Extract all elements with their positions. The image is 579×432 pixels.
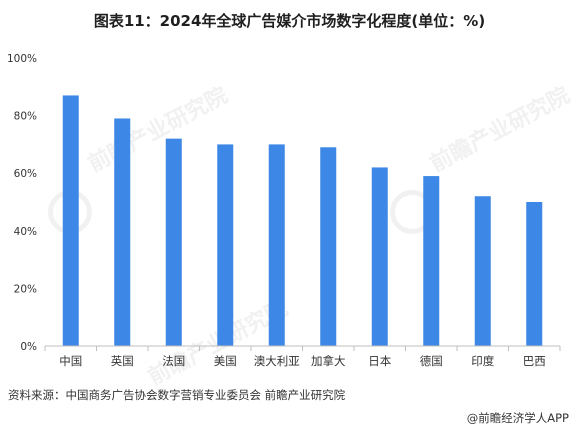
x-tick-label: 澳大利亚 [254, 354, 300, 368]
x-tick-label: 日本 [368, 354, 391, 368]
x-tick-label: 英国 [111, 354, 134, 368]
x-tick-label: 法国 [162, 354, 185, 368]
bar [474, 196, 491, 346]
bar [320, 147, 337, 346]
x-axis: 中国 英国 法国 美国 澳大利亚 加拿大 日本 德国 印度 巴西 [44, 345, 561, 368]
bar [62, 95, 79, 346]
y-tick-label: 100% [7, 53, 37, 65]
x-tick-label: 印度 [471, 354, 494, 368]
x-tick-label: 美国 [214, 354, 237, 368]
y-axis: 0% 20% 40% 60% 80% 100% [7, 53, 37, 353]
bar [114, 118, 131, 346]
y-tick-label: 40% [14, 226, 37, 238]
y-tick-label: 80% [14, 111, 37, 123]
bar [217, 144, 234, 346]
x-tick-label: 巴西 [523, 354, 546, 368]
chart-title: 图表11：2024年全球广告媒介市场数字化程度(单位：%) [93, 12, 486, 30]
x-tick-label: 中国 [59, 354, 82, 368]
bar [371, 167, 388, 346]
source-note: 资料来源：中国商务广告协会数字营销专业委员会 前瞻产业研究院 [8, 388, 346, 402]
x-tick-label: 加拿大 [311, 354, 346, 368]
bar-chart: 0% 20% 40% 60% 80% 100% 中国 英国 法国 美国 澳大利亚 加拿大 日本 德国 印度… [7, 53, 561, 368]
bar [268, 144, 285, 346]
bar [526, 202, 543, 346]
bar [165, 138, 182, 346]
y-tick-label: 0% [20, 341, 37, 353]
y-tick-label: 20% [14, 283, 37, 295]
bars [62, 95, 543, 346]
x-tick-label: 德国 [420, 354, 443, 368]
bar [423, 176, 440, 346]
y-tick-label: 60% [14, 168, 37, 180]
brand-credit: @前瞻经济学人APP [466, 411, 569, 425]
